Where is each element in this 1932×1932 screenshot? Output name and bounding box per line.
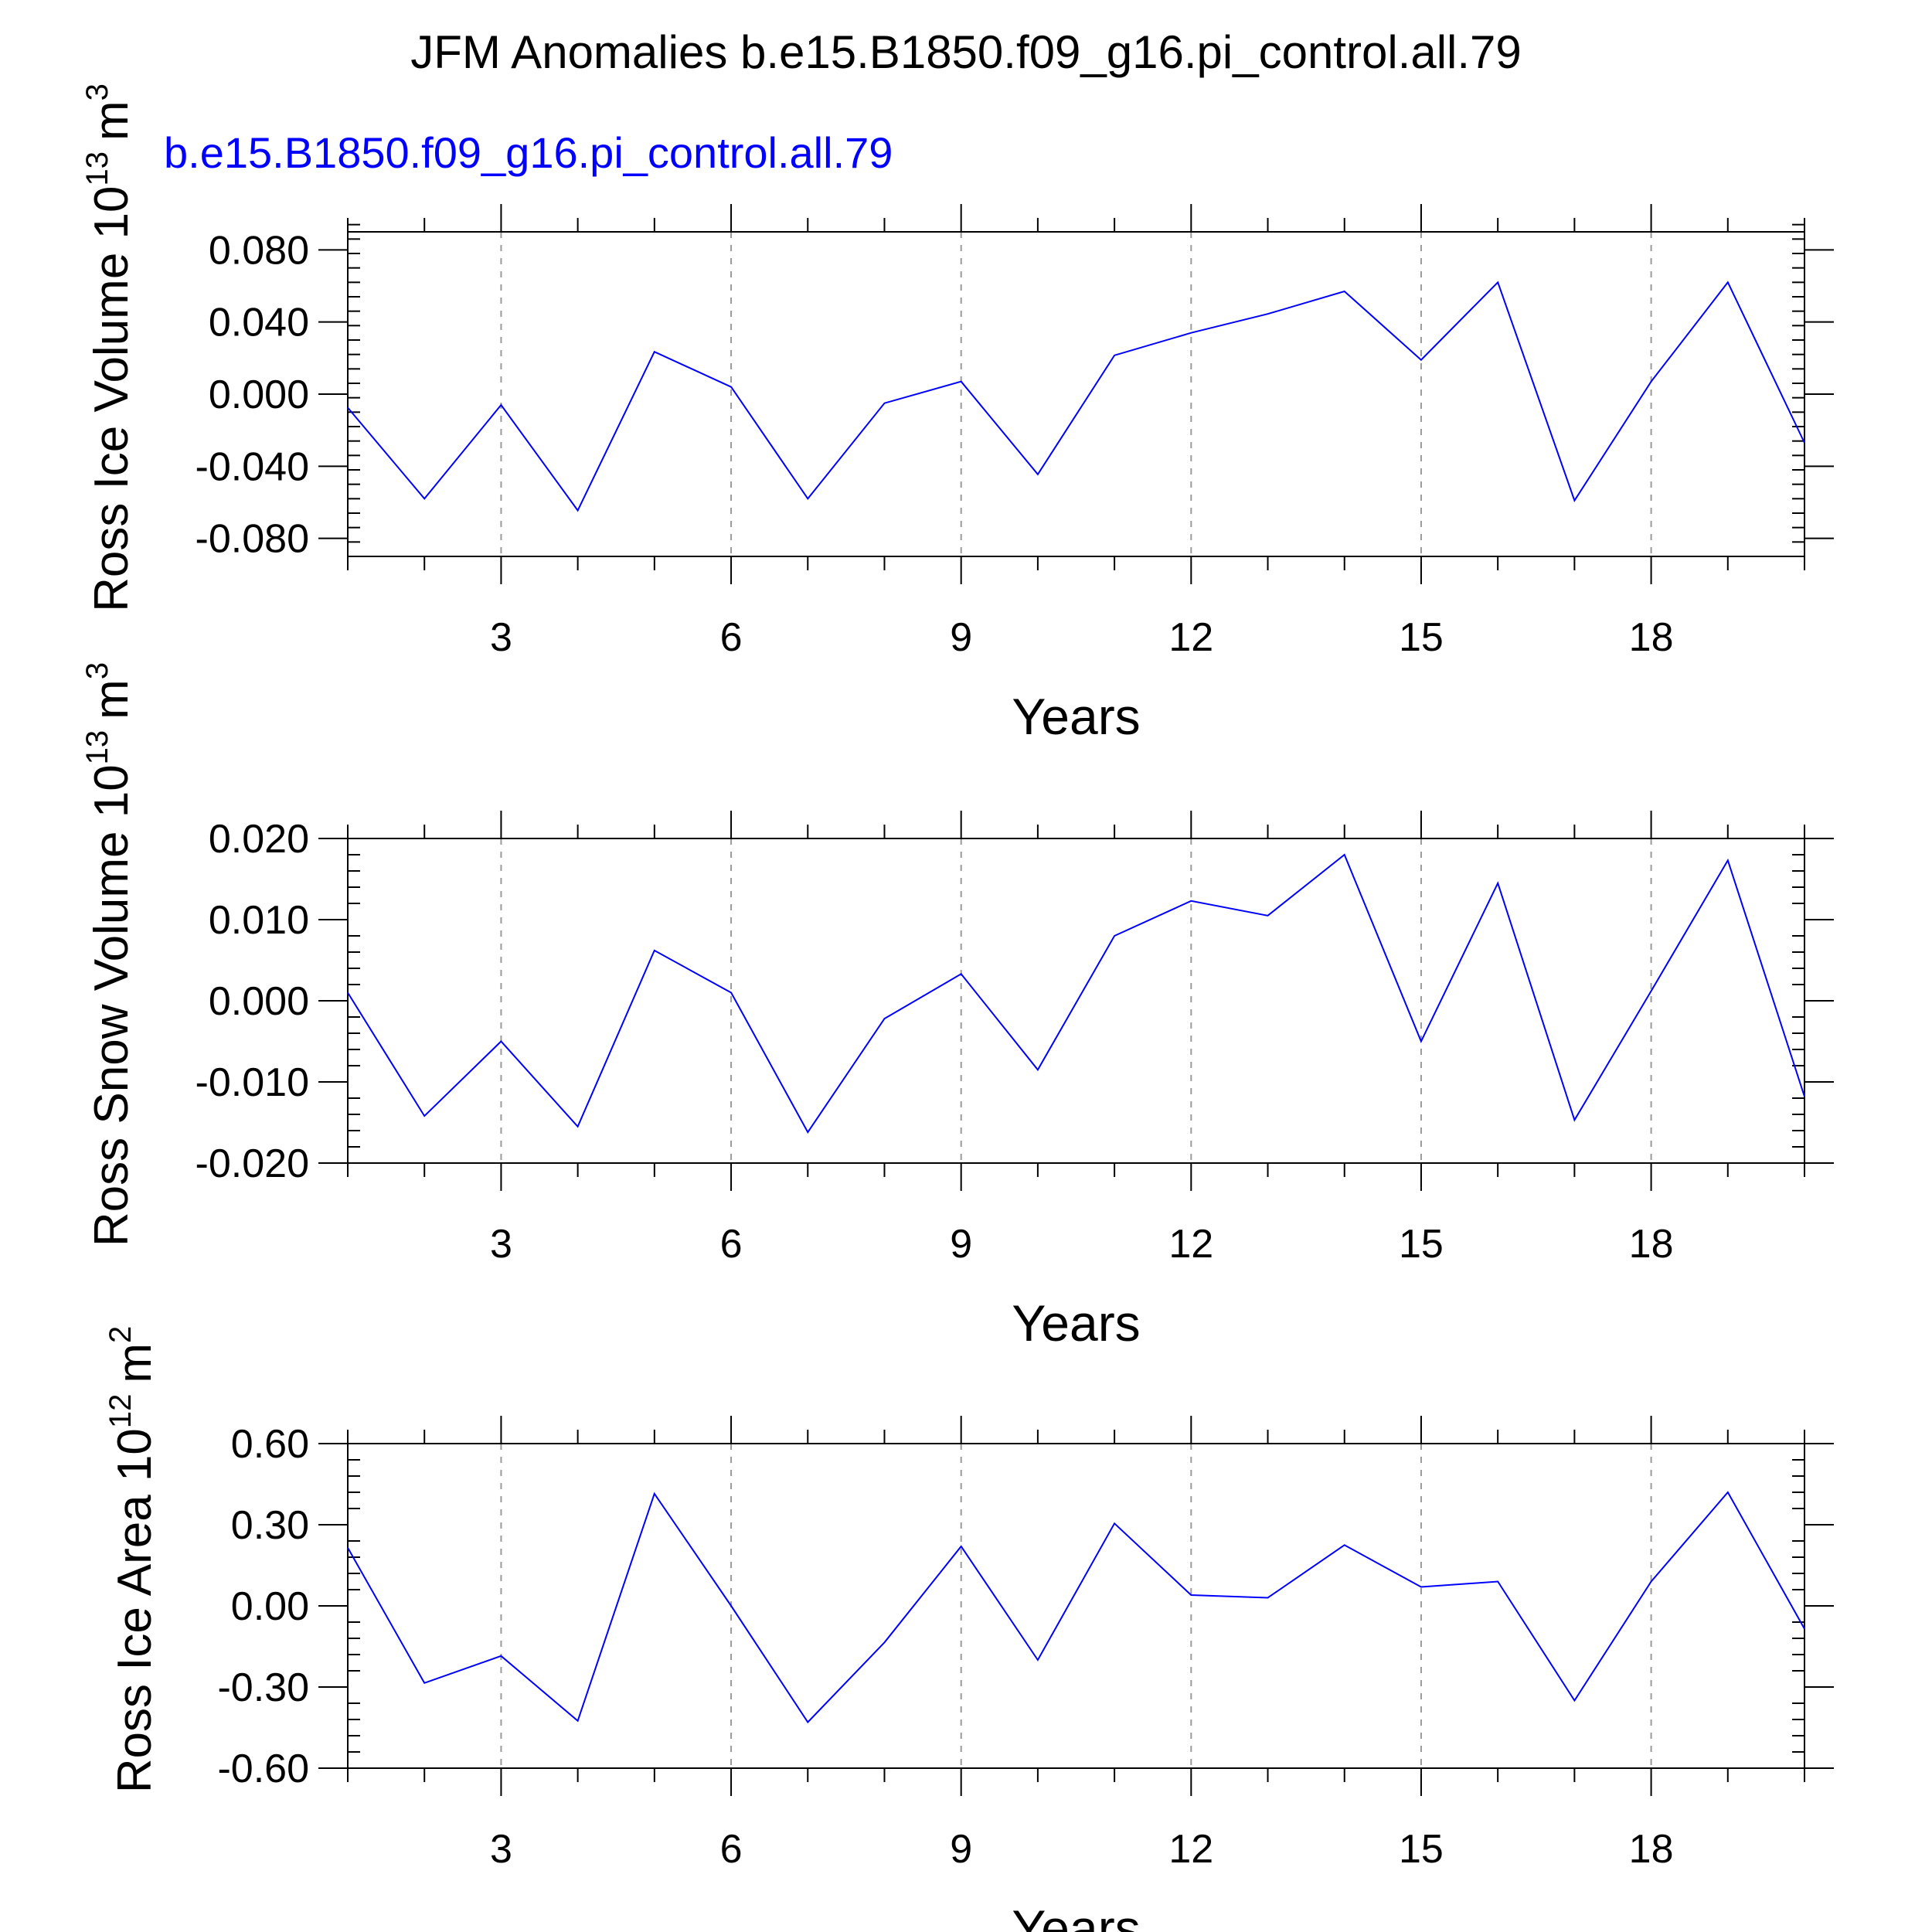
y-tick-label: 0.30 bbox=[231, 1503, 309, 1548]
x-axis-label: Years bbox=[1012, 1294, 1140, 1352]
x-tick-label: 15 bbox=[1399, 1827, 1444, 1872]
x-tick-label: 9 bbox=[950, 1222, 972, 1267]
y-axis-label-unit-exponent: 3 bbox=[80, 83, 114, 100]
plot-frame bbox=[347, 1443, 1805, 1769]
x-tick-label: 12 bbox=[1168, 1222, 1213, 1267]
y-axis-label-unit: m bbox=[85, 100, 138, 141]
x-tick-label: 6 bbox=[720, 615, 743, 660]
x-tick-label: 3 bbox=[490, 615, 512, 660]
y-tick-label: 0.00 bbox=[231, 1584, 309, 1629]
y-tick-label: -0.020 bbox=[196, 1141, 309, 1186]
y-axis-label-unit-exponent: 2 bbox=[104, 1326, 138, 1343]
x-tick-label: 18 bbox=[1629, 1222, 1674, 1267]
y-axis-label-exponent: 13 bbox=[80, 730, 114, 765]
plot-frame bbox=[347, 231, 1805, 557]
page-title: JFM Anomalies b.e15.B1850.f09_g16.pi_con… bbox=[410, 26, 1522, 78]
x-axis-label: Years bbox=[1012, 1900, 1140, 1932]
y-axis-label-main: Ross Ice Area 10 bbox=[108, 1428, 162, 1793]
chart-panel-2: 3 6 9 12 15 18 0.020 0.010 0.000 -0.010 -0.020 Year… bbox=[80, 662, 1834, 1352]
x-tick-label: 18 bbox=[1629, 615, 1674, 660]
y-tick-label: 0.000 bbox=[209, 372, 309, 417]
y-axis-label-main: Ross Snow Volume 10 bbox=[85, 764, 138, 1247]
y-axis-label-unit: m bbox=[108, 1343, 162, 1383]
y-axis-label: Ross Snow Volume 1013 m3 bbox=[80, 662, 138, 1247]
series-line bbox=[347, 281, 1805, 512]
x-tick-label: 9 bbox=[950, 615, 972, 660]
series-line bbox=[347, 853, 1805, 1134]
y-tick-label: 0.60 bbox=[231, 1422, 309, 1467]
chart-panels: 3 6 9 12 15 18 0.080 0.040 0.000 -0.040 -0.080 Year… bbox=[80, 83, 1834, 1932]
y-tick-label: 0.080 bbox=[209, 228, 309, 273]
plot-frame bbox=[347, 838, 1805, 1164]
legend-label: b.e15.B1850.f09_g16.pi_control.all.79 bbox=[164, 128, 893, 177]
y-tick-label: 0.000 bbox=[209, 979, 309, 1024]
y-axis-label-exponent: 12 bbox=[104, 1394, 138, 1429]
x-tick-label: 12 bbox=[1168, 1827, 1213, 1872]
chart-panel-1: 3 6 9 12 15 18 0.080 0.040 0.000 -0.040 -0.080 Year… bbox=[80, 83, 1834, 745]
chart-panel-3: 3 6 9 12 15 18 0.60 0.30 0.00 -0.30 -0.60 Years Ross… bbox=[104, 1326, 1834, 1932]
y-tick-label: 0.010 bbox=[209, 898, 309, 943]
x-tick-label: 6 bbox=[720, 1827, 743, 1872]
x-tick-label: 18 bbox=[1629, 1827, 1674, 1872]
y-tick-label: 0.040 bbox=[209, 301, 309, 345]
y-tick-label: -0.010 bbox=[196, 1060, 309, 1105]
y-tick-label: -0.60 bbox=[217, 1747, 309, 1791]
y-axis-label-main: Ross Ice Volume 10 bbox=[85, 186, 138, 612]
y-tick-label: -0.040 bbox=[196, 444, 309, 489]
x-tick-label: 15 bbox=[1399, 1222, 1444, 1267]
series-line bbox=[347, 1491, 1805, 1724]
x-tick-label: 9 bbox=[950, 1827, 972, 1872]
x-tick-label: 12 bbox=[1168, 615, 1213, 660]
x-tick-label: 15 bbox=[1399, 615, 1444, 660]
y-tick-label: -0.080 bbox=[196, 517, 309, 562]
y-tick-label: -0.30 bbox=[217, 1665, 309, 1710]
y-axis-label: Ross Ice Volume 1013 m3 bbox=[80, 83, 138, 612]
x-tick-label: 3 bbox=[490, 1222, 512, 1267]
y-axis-label-unit: m bbox=[85, 679, 138, 719]
y-axis-label-unit-exponent: 3 bbox=[80, 662, 114, 679]
x-tick-label: 3 bbox=[490, 1827, 512, 1872]
x-axis-label: Years bbox=[1012, 688, 1140, 745]
y-tick-label: 0.020 bbox=[209, 817, 309, 862]
x-tick-label: 6 bbox=[720, 1222, 743, 1267]
y-axis-label: Ross Ice Area 1012 m2 bbox=[104, 1326, 162, 1794]
y-axis-label-exponent: 13 bbox=[80, 151, 114, 186]
